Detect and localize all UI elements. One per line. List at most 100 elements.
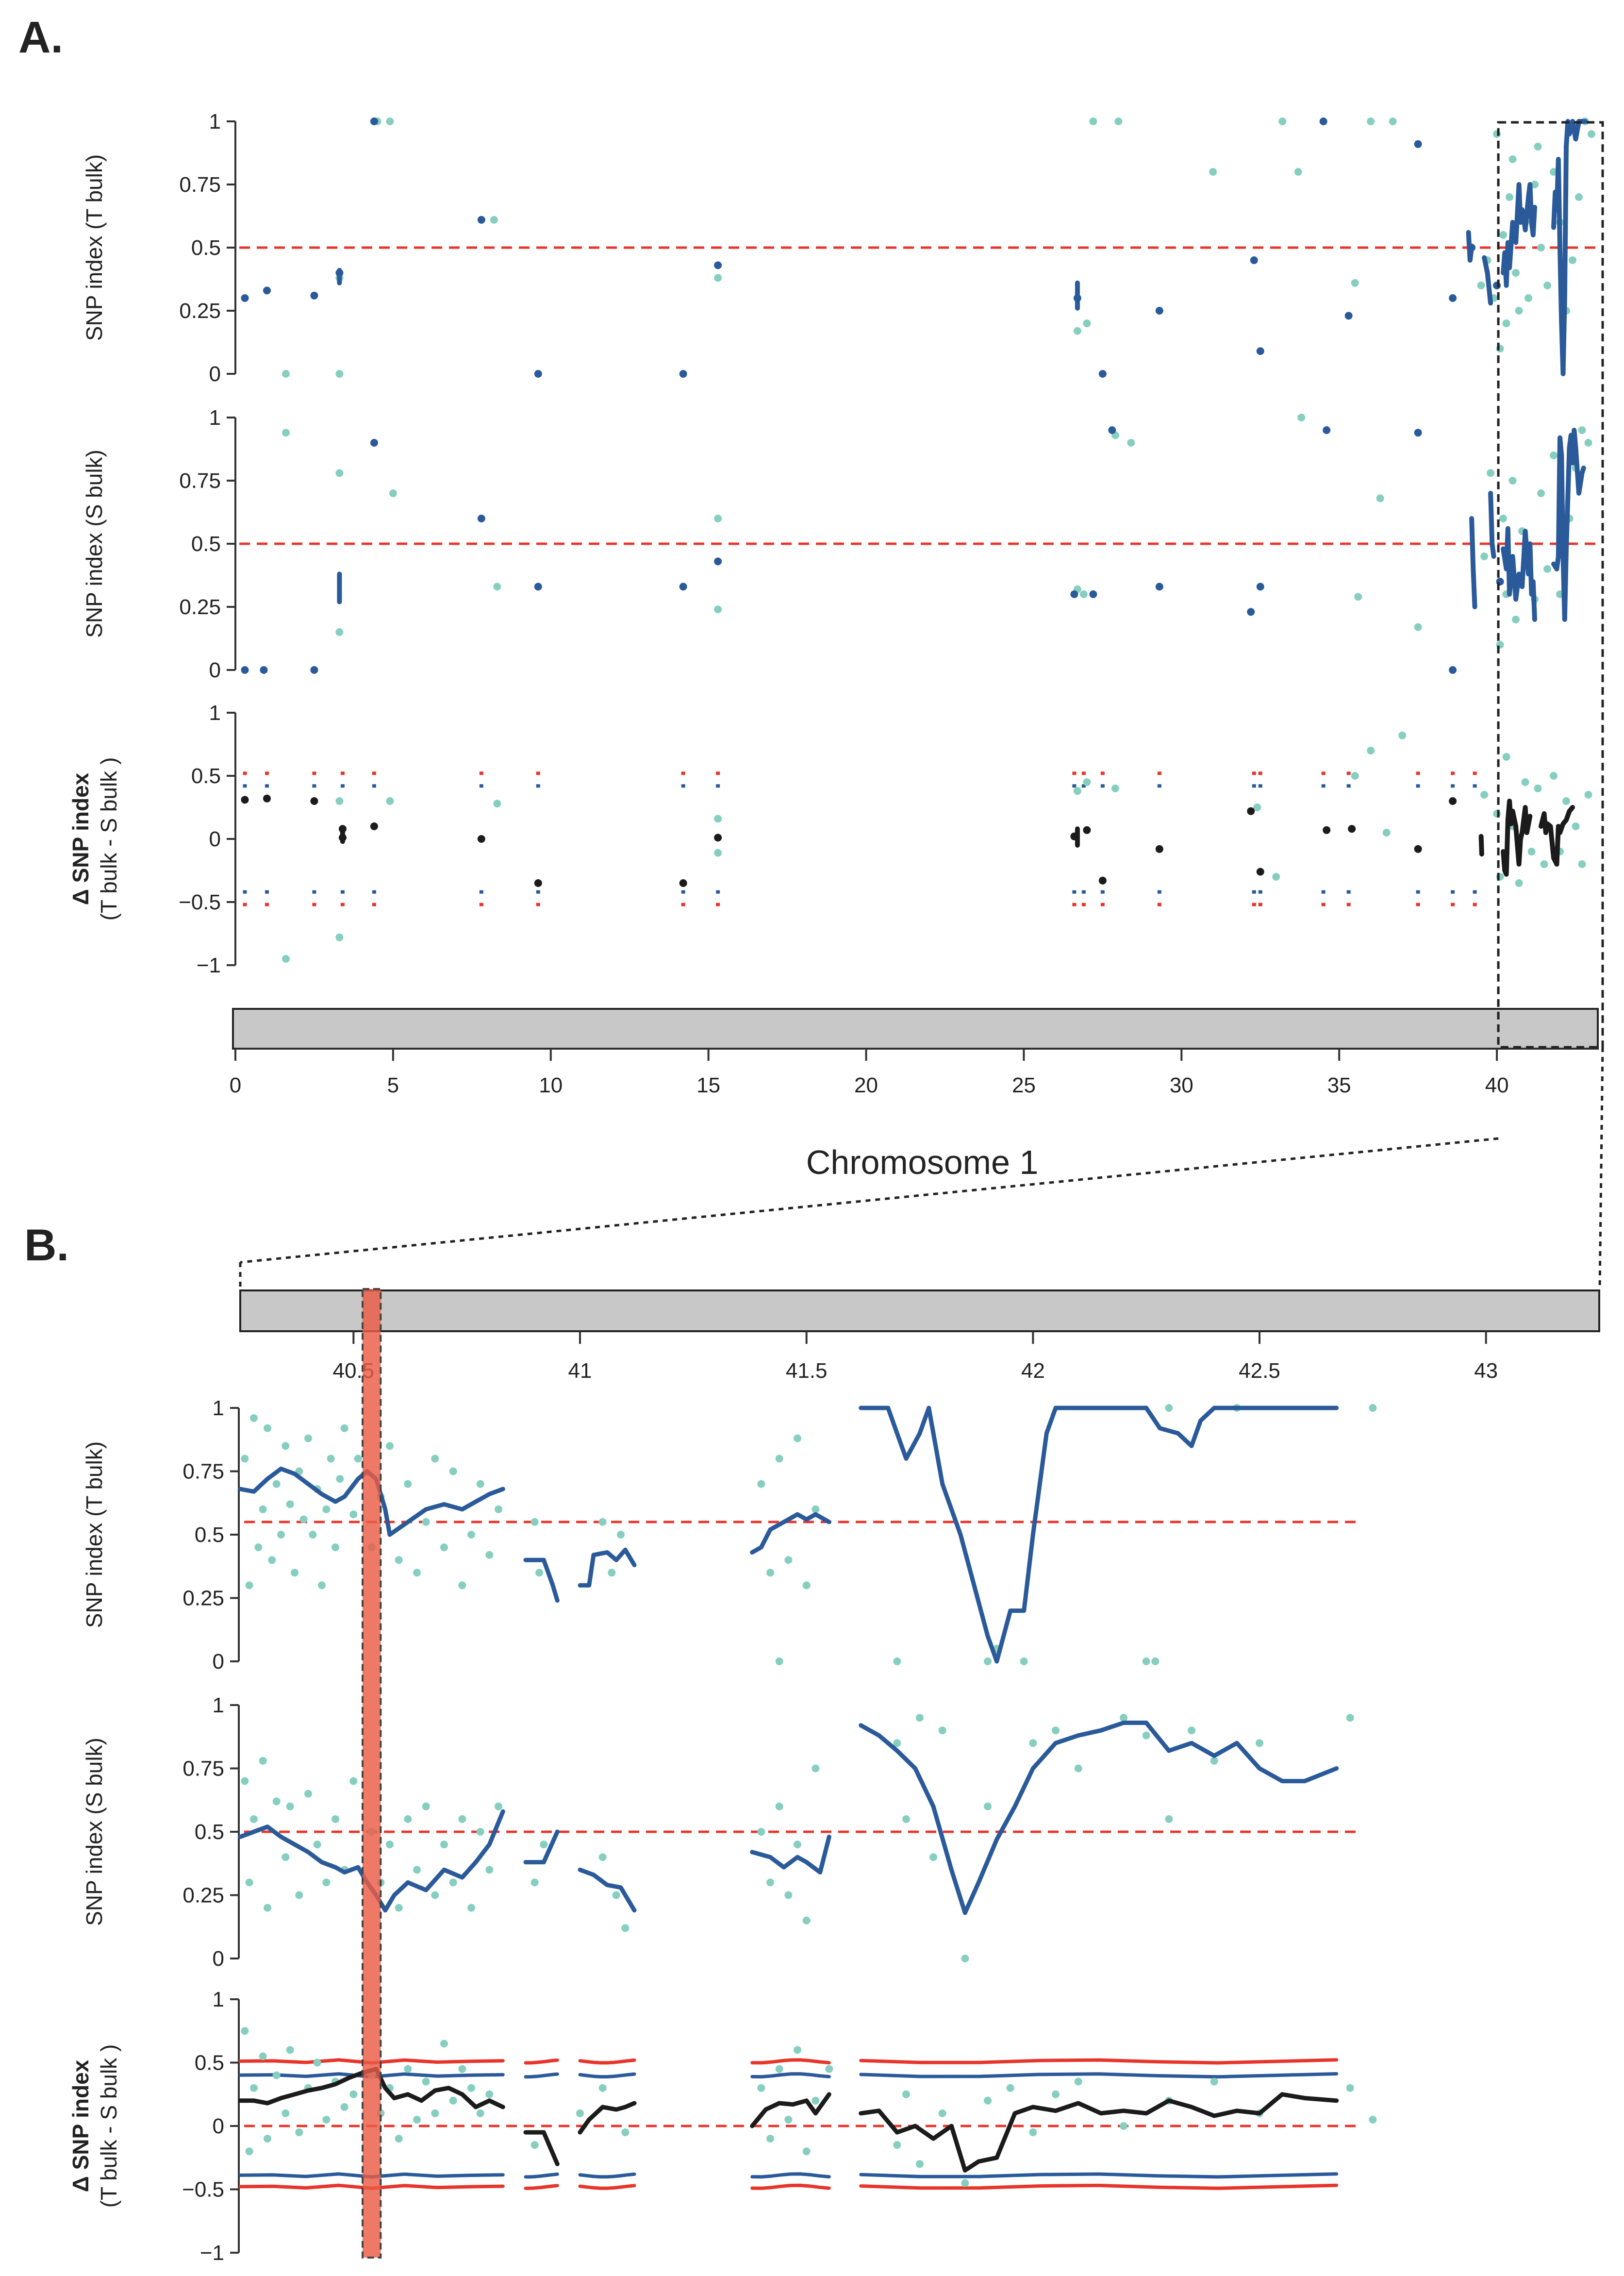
blue-series-line [1466,230,1475,263]
teal-point [395,1904,403,1912]
teal-point [440,1543,448,1552]
teal-point [893,1657,901,1665]
teal-point [331,1543,339,1552]
black-point [1083,826,1091,834]
blue-point [1449,666,1457,674]
teal-point [1165,1404,1173,1412]
teal-point [1142,1731,1150,1740]
y-tick-label: 0.25 [182,1587,224,1610]
blue-series-line [750,1834,831,1874]
blue-series-line [1488,491,1496,559]
confidence-band-line [524,2072,559,2079]
teal-point [458,2065,466,2073]
teal-point [467,1531,475,1539]
black-point [477,835,485,843]
teal-point [1550,772,1558,780]
teal-point [1562,797,1571,805]
blue-point [1247,608,1255,616]
teal-point [598,1853,607,1861]
blue-point [1155,583,1163,591]
y-tick-label: 0.75 [182,1757,224,1781]
teal-point [1165,1815,1173,1823]
teal-point [349,2090,358,2098]
y-axis-subtitle: (T bulk - S bulk ) [96,2044,121,2208]
teal-point [775,1455,783,1463]
teal-point [389,489,397,497]
teal-point [1074,2077,1082,2086]
teal-point [254,1543,263,1552]
panel-a-label: A. [18,13,63,62]
teal-point [241,1455,249,1463]
teal-point [714,605,722,614]
blue-point [714,261,722,269]
teal-point [893,2141,901,2149]
teal-point [295,1891,303,1899]
teal-point [1111,785,1119,792]
teal-point [493,800,501,808]
teal-point [313,2058,321,2067]
teal-point [259,1757,267,1765]
teal-point [530,1518,539,1526]
blue-point [241,294,249,302]
teal-point [386,1841,394,1849]
teal-point [1346,2084,1354,2092]
teal-point [1253,803,1261,811]
teal-point [1351,279,1359,287]
teal-point [282,429,290,437]
teal-point [1209,168,1217,176]
teal-point [449,1878,457,1887]
blue-point [1414,429,1422,437]
teal-point [984,2096,992,2105]
blue-point [1449,294,1457,302]
teal-point [1351,772,1359,780]
blue-series-line [523,1829,560,1865]
teal-point [1534,143,1542,151]
teal-point [535,1569,543,1577]
teal-point [299,1515,308,1523]
teal-point [449,1467,457,1475]
teal-point [422,1518,430,1526]
teal-point [1142,1657,1150,1665]
teal-point [1354,593,1362,601]
teal-point [259,2052,267,2060]
black-series-line [1539,805,1575,867]
teal-point [1508,155,1517,163]
teal-point [386,1442,394,1450]
teal-point [272,1797,281,1806]
y-axis-title: SNP index (T bulk) [82,154,107,341]
x-tick-label: 10 [539,1073,563,1097]
black-point [1247,807,1255,815]
teal-point [476,2109,484,2117]
teal-point [1120,2122,1127,2130]
teal-point [264,1904,271,1912]
y-tick-label: 1 [209,701,221,725]
confidence-band-line [859,2172,1339,2179]
y-tick-label: 0.75 [182,1460,224,1484]
teal-point [714,515,722,522]
teal-point [245,1878,253,1887]
y-axis-title: SNP index (T bulk) [82,1441,107,1628]
teal-point [282,2109,290,2117]
y-tick-label: 0.5 [195,1523,224,1547]
teal-point [621,1924,630,1932]
y-tick-label: −1 [200,2241,224,2265]
teal-point [1414,623,1422,631]
teal-point [1499,231,1508,239]
y-tick-label: 0 [213,1650,224,1674]
teal-point [386,797,394,805]
teal-point [530,2141,539,2149]
teal-point [961,2179,969,2187]
blue-series-line [578,1547,637,1588]
black-series-line [750,2092,831,2128]
teal-point [1480,552,1489,560]
teal-point [714,274,722,282]
teal-point [422,1802,430,1810]
teal-point [313,1841,321,1849]
blue-point [1250,256,1258,264]
teal-point [714,815,722,823]
teal-point [916,2160,924,2168]
teal-point [277,1531,285,1539]
teal-point [902,2090,910,2098]
teal-point [495,1802,502,1810]
